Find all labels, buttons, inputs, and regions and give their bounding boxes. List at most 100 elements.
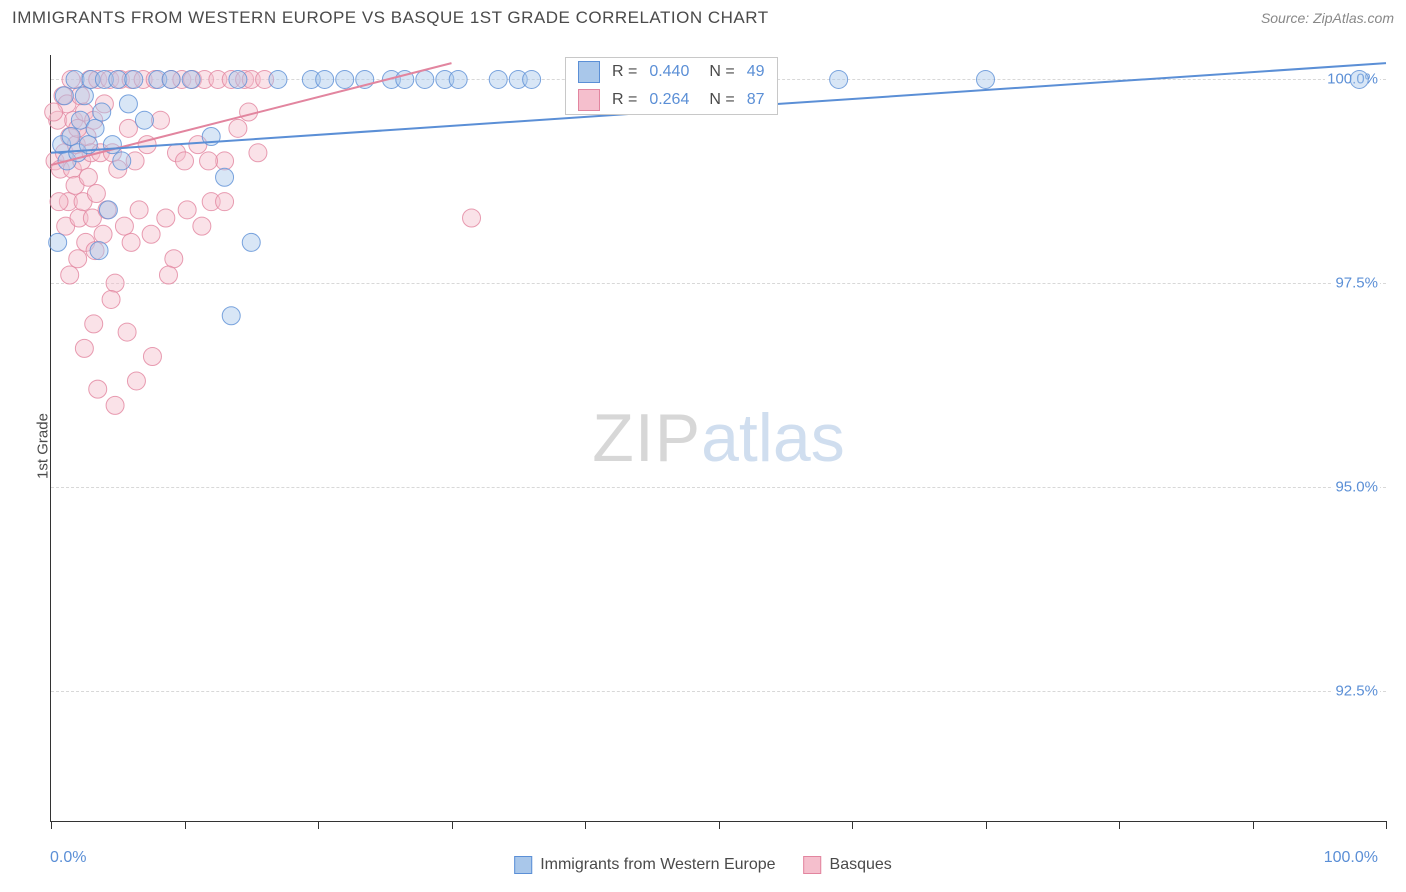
stat-r-label-1: R = (612, 63, 637, 81)
stats-swatch-blue (578, 61, 600, 83)
data-point (115, 217, 133, 235)
data-point (125, 70, 143, 88)
stat-n-value-2: 87 (747, 91, 765, 109)
data-point (316, 70, 334, 88)
data-point (119, 95, 137, 113)
data-point (45, 103, 63, 121)
data-point (66, 70, 84, 88)
legend-label-1: Immigrants from Western Europe (540, 856, 775, 874)
legend-swatch-pink (804, 856, 822, 874)
data-point (182, 70, 200, 88)
legend-item-1: Immigrants from Western Europe (514, 856, 775, 874)
data-point (119, 119, 137, 137)
data-point (93, 103, 111, 121)
data-point (62, 127, 80, 145)
x-tick (852, 821, 853, 829)
data-point (1350, 70, 1368, 88)
x-tick (185, 821, 186, 829)
data-point (75, 339, 93, 357)
plot-area: 92.5%95.0%97.5%100.0% ZIPatlas R = 0.440… (50, 55, 1386, 822)
data-point (176, 152, 194, 170)
data-point (193, 217, 211, 235)
data-point (109, 70, 127, 88)
data-point (143, 348, 161, 366)
data-point (336, 70, 354, 88)
data-point (118, 323, 136, 341)
data-point (216, 152, 234, 170)
data-point (200, 152, 218, 170)
data-point (159, 266, 177, 284)
data-point (240, 103, 258, 121)
data-point (977, 70, 995, 88)
data-point (106, 274, 124, 292)
data-point (135, 111, 153, 129)
stats-row-2: R = 0.264 N = 87 (566, 86, 777, 114)
data-point (130, 201, 148, 219)
stats-swatch-pink (578, 89, 600, 111)
data-point (830, 70, 848, 88)
chart-title: IMMIGRANTS FROM WESTERN EUROPE VS BASQUE… (12, 8, 769, 28)
data-point (151, 111, 169, 129)
stat-n-label-1: N = (709, 63, 734, 81)
data-point (75, 87, 93, 105)
data-point (89, 380, 107, 398)
x-tick (585, 821, 586, 829)
data-point (99, 201, 117, 219)
data-point (216, 193, 234, 211)
data-point (142, 225, 160, 243)
x-tick (452, 821, 453, 829)
x-axis-min-label: 0.0% (50, 849, 86, 867)
data-point (216, 168, 234, 186)
data-point (489, 70, 507, 88)
legend-item-2: Basques (804, 856, 892, 874)
data-point (90, 242, 108, 260)
data-point (222, 307, 240, 325)
data-point (102, 290, 120, 308)
data-point (87, 185, 105, 203)
stat-n-label-2: N = (709, 91, 734, 109)
x-tick (1386, 821, 1387, 829)
source-label: Source: ZipAtlas.com (1261, 10, 1394, 26)
x-tick (318, 821, 319, 829)
data-point (178, 201, 196, 219)
data-point (127, 372, 145, 390)
data-point (94, 225, 112, 243)
data-point (69, 250, 87, 268)
data-point (106, 396, 124, 414)
data-point (61, 266, 79, 284)
x-tick (1119, 821, 1120, 829)
data-point (229, 119, 247, 137)
data-point (162, 70, 180, 88)
data-point (113, 152, 131, 170)
bottom-legend: Immigrants from Western Europe Basques (514, 856, 892, 874)
data-point (242, 233, 260, 251)
stats-legend-box: R = 0.440 N = 49 R = 0.264 N = 87 (565, 57, 778, 115)
x-axis-max-label: 100.0% (1324, 849, 1378, 867)
legend-label-2: Basques (830, 856, 892, 874)
chart-header: IMMIGRANTS FROM WESTERN EUROPE VS BASQUE… (0, 0, 1406, 32)
stat-r-value-2: 0.264 (649, 91, 689, 109)
data-point (49, 233, 67, 251)
data-point (85, 315, 103, 333)
data-point (269, 70, 287, 88)
x-tick (51, 821, 52, 829)
data-point (416, 70, 434, 88)
data-point (449, 70, 467, 88)
data-point (55, 87, 73, 105)
data-point (523, 70, 541, 88)
stat-n-value-1: 49 (747, 63, 765, 81)
data-point (122, 233, 140, 251)
data-point (249, 144, 267, 162)
legend-swatch-blue (514, 856, 532, 874)
stat-r-value-1: 0.440 (649, 63, 689, 81)
stats-row-1: R = 0.440 N = 49 (566, 58, 777, 86)
x-tick (1253, 821, 1254, 829)
x-tick (719, 821, 720, 829)
x-tick (986, 821, 987, 829)
data-point (157, 209, 175, 227)
stat-r-label-2: R = (612, 91, 637, 109)
scatter-svg (51, 55, 1386, 821)
data-point (79, 168, 97, 186)
data-point (86, 119, 104, 137)
data-point (50, 193, 68, 211)
